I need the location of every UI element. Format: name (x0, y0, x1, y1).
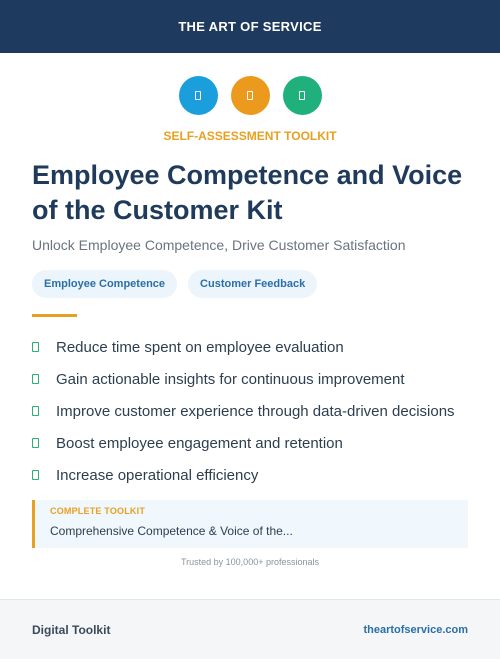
toolkit-callout: COMPLETE TOOLKIT Comprehensive Competenc… (32, 500, 468, 548)
brand-name: THE ART OF SERVICE (178, 19, 322, 34)
check-icon (32, 342, 39, 352)
benefit-item: Increase operational efficiency (32, 459, 472, 491)
kicker-label: SELF-ASSESSMENT TOOLKIT (163, 129, 337, 143)
trust-note: Trusted by 100,000+ professionals (180, 557, 319, 567)
benefit-item: Gain actionable insights for continuous … (32, 363, 472, 395)
check-icon (32, 406, 39, 416)
benefit-item: Improve customer experience through data… (32, 395, 472, 427)
check-icon (32, 374, 39, 384)
benefit-text: Improve customer experience through data… (56, 402, 455, 420)
document-icon (230, 76, 270, 115)
callout-text: Comprehensive Competence & Voice of the.… (50, 524, 293, 538)
benefit-item: Reduce time spent on employee evaluation (32, 331, 472, 363)
benefit-item: Boost employee engagement and retention (32, 427, 472, 459)
tag-employee-competence: Employee Competence (32, 270, 178, 298)
footer: Digital Toolkit theartofservice.com (0, 599, 500, 659)
document-icon (282, 76, 322, 115)
check-icon (32, 438, 39, 448)
subtitle: Unlock Employee Competence, Drive Custom… (32, 237, 406, 253)
accent-divider (32, 314, 77, 317)
tag-list: Employee Competence Customer Feedback (32, 270, 318, 298)
page-title: Employee Competence and Voice of the Cus… (32, 160, 463, 225)
benefit-text: Boost employee engagement and retention (56, 434, 343, 452)
callout-kicker: COMPLETE TOOLKIT (50, 506, 146, 516)
benefit-text: Reduce time spent on employee evaluation (56, 338, 344, 356)
footer-label: Digital Toolkit (32, 622, 111, 637)
check-icon (32, 470, 39, 480)
benefit-text: Gain actionable insights for continuous … (56, 370, 405, 388)
website-link[interactable]: theartofservice.com (363, 623, 468, 636)
brand-header: THE ART OF SERVICE (0, 0, 500, 53)
benefit-text: Increase operational efficiency (56, 466, 259, 484)
tag-customer-feedback: Customer Feedback (188, 270, 318, 298)
icon-row (0, 76, 500, 115)
document-icon (178, 76, 218, 115)
benefit-list: Reduce time spent on employee evaluation… (32, 331, 472, 491)
